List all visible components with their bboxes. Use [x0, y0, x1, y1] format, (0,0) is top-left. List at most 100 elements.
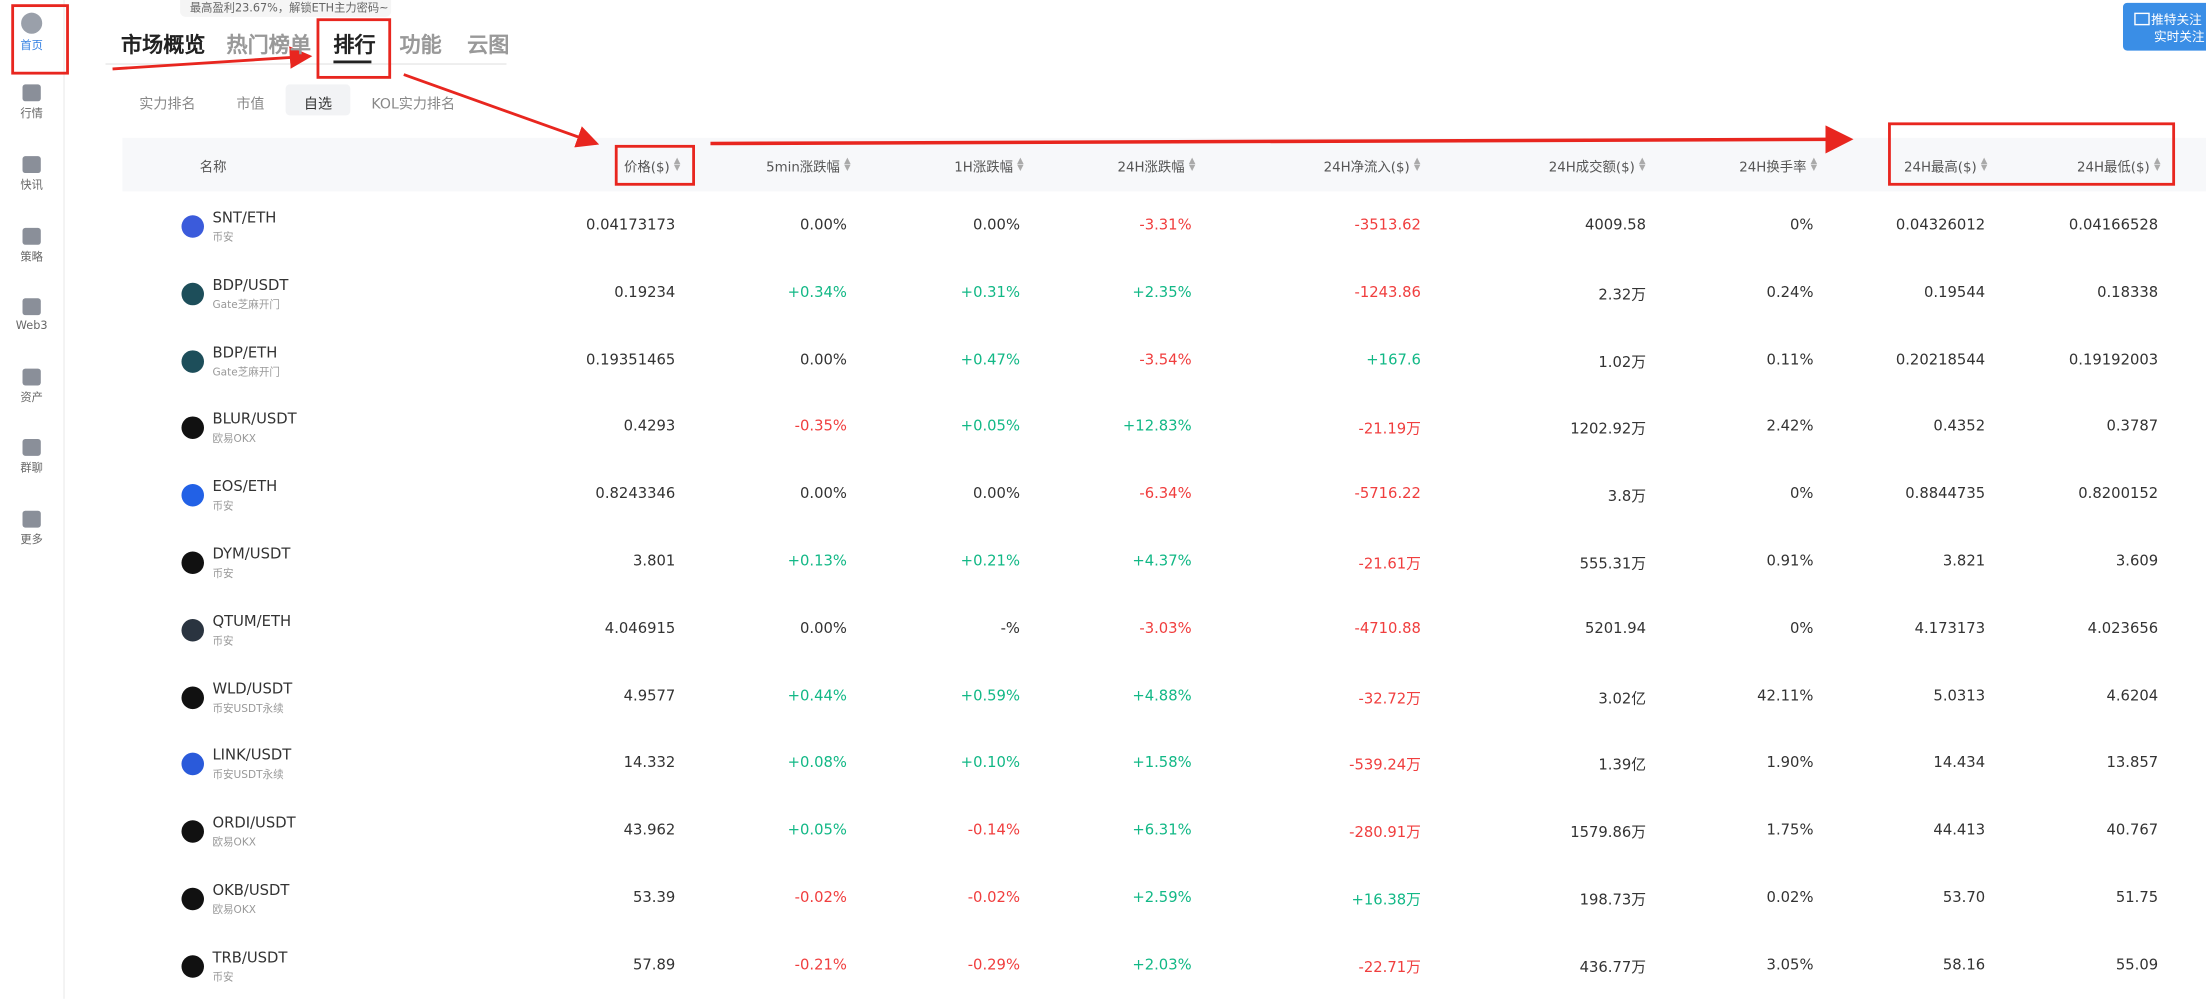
cell: -3.31% — [1139, 216, 1192, 234]
sort-icon[interactable]: ▲ ▼ — [1980, 156, 1988, 174]
pair[interactable]: OKB/USDT — [212, 882, 290, 900]
column-header[interactable]: 24H换手率 — [1739, 160, 1807, 176]
tab[interactable]: 云图 — [467, 32, 510, 58]
cell: 14.434 — [1933, 754, 1986, 772]
cell: 2.32万 — [1598, 286, 1647, 304]
pair[interactable]: SNT/ETH — [212, 209, 277, 227]
column-header[interactable]: 24H最高($) — [1903, 160, 1977, 176]
highlight-box — [614, 144, 696, 186]
column-header[interactable]: 1H涨跌幅 — [954, 160, 1013, 176]
sidebar-icon — [22, 298, 41, 316]
cell: 1.90% — [1766, 754, 1814, 772]
follow-text[interactable]: 实时关注 — [2153, 30, 2205, 46]
column-header[interactable]: 24H净流入($) — [1323, 160, 1410, 176]
coin-icon — [181, 551, 204, 575]
cell: 0.00% — [800, 485, 847, 503]
cell: 0.00% — [800, 351, 847, 369]
sort-icon[interactable]: ▲ ▼ — [673, 156, 681, 174]
cell: 14.332 — [623, 754, 676, 772]
pair[interactable]: LINK/USDT — [212, 747, 292, 765]
cell: 0.04166528 — [2068, 216, 2159, 234]
coin-icon — [181, 282, 204, 306]
banner-bg — [180, 0, 392, 17]
sidebar-item[interactable]: 快讯 — [0, 156, 63, 193]
tab[interactable]: 热门榜单 — [226, 32, 311, 58]
cell: 0.8243346 — [595, 485, 676, 503]
pair[interactable]: DYM/USDT — [212, 545, 291, 563]
cell: -3.54% — [1139, 351, 1192, 369]
sort-icon[interactable]: ▲ ▼ — [2153, 156, 2161, 174]
exchange: 欧易OKX — [212, 903, 257, 916]
sidebar-icon — [22, 84, 41, 102]
sort-icon[interactable]: ▲ ▼ — [1810, 156, 1818, 174]
pair[interactable]: BLUR/USDT — [212, 411, 297, 429]
column-header[interactable]: 24H成交额($) — [1548, 160, 1635, 176]
sidebar-item[interactable]: 行情 — [0, 84, 63, 121]
pair[interactable]: ORDI/USDT — [212, 814, 296, 832]
cell: +0.05% — [960, 418, 1020, 436]
sort-icon[interactable]: ▲ ▼ — [1188, 156, 1196, 174]
sidebar-icon — [22, 438, 41, 456]
follow-text[interactable]: 推特关注 — [2151, 14, 2202, 29]
sidebar-label: 首页 — [20, 39, 43, 53]
sidebar-item[interactable]: 首页 — [0, 12, 63, 54]
subtab[interactable]: 自选 — [303, 97, 333, 113]
pair[interactable]: WLD/USDT — [212, 680, 293, 698]
cell: +16.38万 — [1351, 891, 1421, 909]
sort-icon[interactable]: ▲ ▼ — [1639, 156, 1646, 174]
exchange: 币安 — [212, 566, 234, 580]
exchange: 币安 — [212, 499, 234, 513]
coin-icon — [181, 820, 204, 843]
cell: 2.42% — [1766, 418, 1814, 436]
sidebar-item[interactable]: 策略 — [0, 227, 63, 265]
cell: +6.31% — [1132, 821, 1192, 839]
cell: 0.19351465 — [586, 351, 676, 369]
subtab[interactable]: 市值 — [236, 97, 265, 113]
sidebar-item[interactable]: 更多 — [0, 510, 63, 548]
coin-icon — [181, 887, 204, 911]
sort-icon[interactable]: ▲ ▼ — [1017, 156, 1024, 174]
column-header[interactable]: 24H最低($) — [2076, 160, 2150, 176]
exchange: 币安USDT永续 — [212, 768, 284, 782]
cell: -3513.62 — [1354, 216, 1421, 234]
pair[interactable]: BDP/ETH — [212, 344, 278, 361]
sidebar-item[interactable]: 群聊 — [0, 438, 63, 476]
column-header[interactable]: 价格($) — [623, 160, 670, 176]
cell: 3.05% — [1766, 956, 1814, 974]
pair[interactable]: EOS/ETH — [212, 478, 278, 496]
cell: +0.13% — [787, 552, 847, 570]
subtab-active-bg — [285, 84, 351, 116]
pair[interactable]: BDP/USDT — [212, 276, 289, 294]
sidebar-icon — [22, 156, 41, 174]
subtab[interactable]: KOL实力排名 — [371, 97, 456, 113]
cell: 3.8万 — [1607, 488, 1647, 506]
column-header[interactable]: 5min涨跌幅 — [766, 160, 840, 176]
subtab[interactable]: 实力排名 — [139, 97, 196, 113]
sidebar-icon — [22, 368, 41, 386]
cell: -280.91万 — [1349, 824, 1421, 842]
sidebar-item[interactable]: Web3 — [0, 298, 63, 332]
sort-icon[interactable]: ▲ ▼ — [1413, 156, 1421, 174]
follow-button[interactable] — [2122, 2, 2206, 51]
sidebar-item[interactable]: 资产 — [0, 368, 63, 406]
cell: -5716.22 — [1354, 485, 1421, 503]
cell: -0.29% — [967, 956, 1020, 974]
banner[interactable]: 最高盈利23.67%，解锁ETH主力密码~ — [189, 1, 389, 15]
sidebar: 首页行情快讯策略 Web3 资产群聊更多 — [0, 0, 65, 999]
tab[interactable]: 市场概览 — [120, 32, 206, 58]
cell: +0.34% — [787, 283, 847, 301]
cell: 0.3787 — [2106, 418, 2159, 436]
pair[interactable]: TRB/USDT — [212, 949, 288, 967]
exchange: 币安 — [212, 970, 234, 984]
cell: 51.75 — [2115, 889, 2159, 907]
tab[interactable]: 排行 — [333, 32, 376, 58]
cell: +4.88% — [1132, 687, 1192, 705]
cell: -1243.86 — [1354, 283, 1421, 301]
cell: 42.11% — [1757, 687, 1814, 705]
tab[interactable]: 功能 — [399, 32, 442, 58]
sort-icon[interactable]: ▲ ▼ — [844, 156, 851, 174]
pair[interactable]: QTUM/ETH — [212, 613, 292, 631]
column-header[interactable]: 24H涨跌幅 — [1117, 160, 1185, 176]
